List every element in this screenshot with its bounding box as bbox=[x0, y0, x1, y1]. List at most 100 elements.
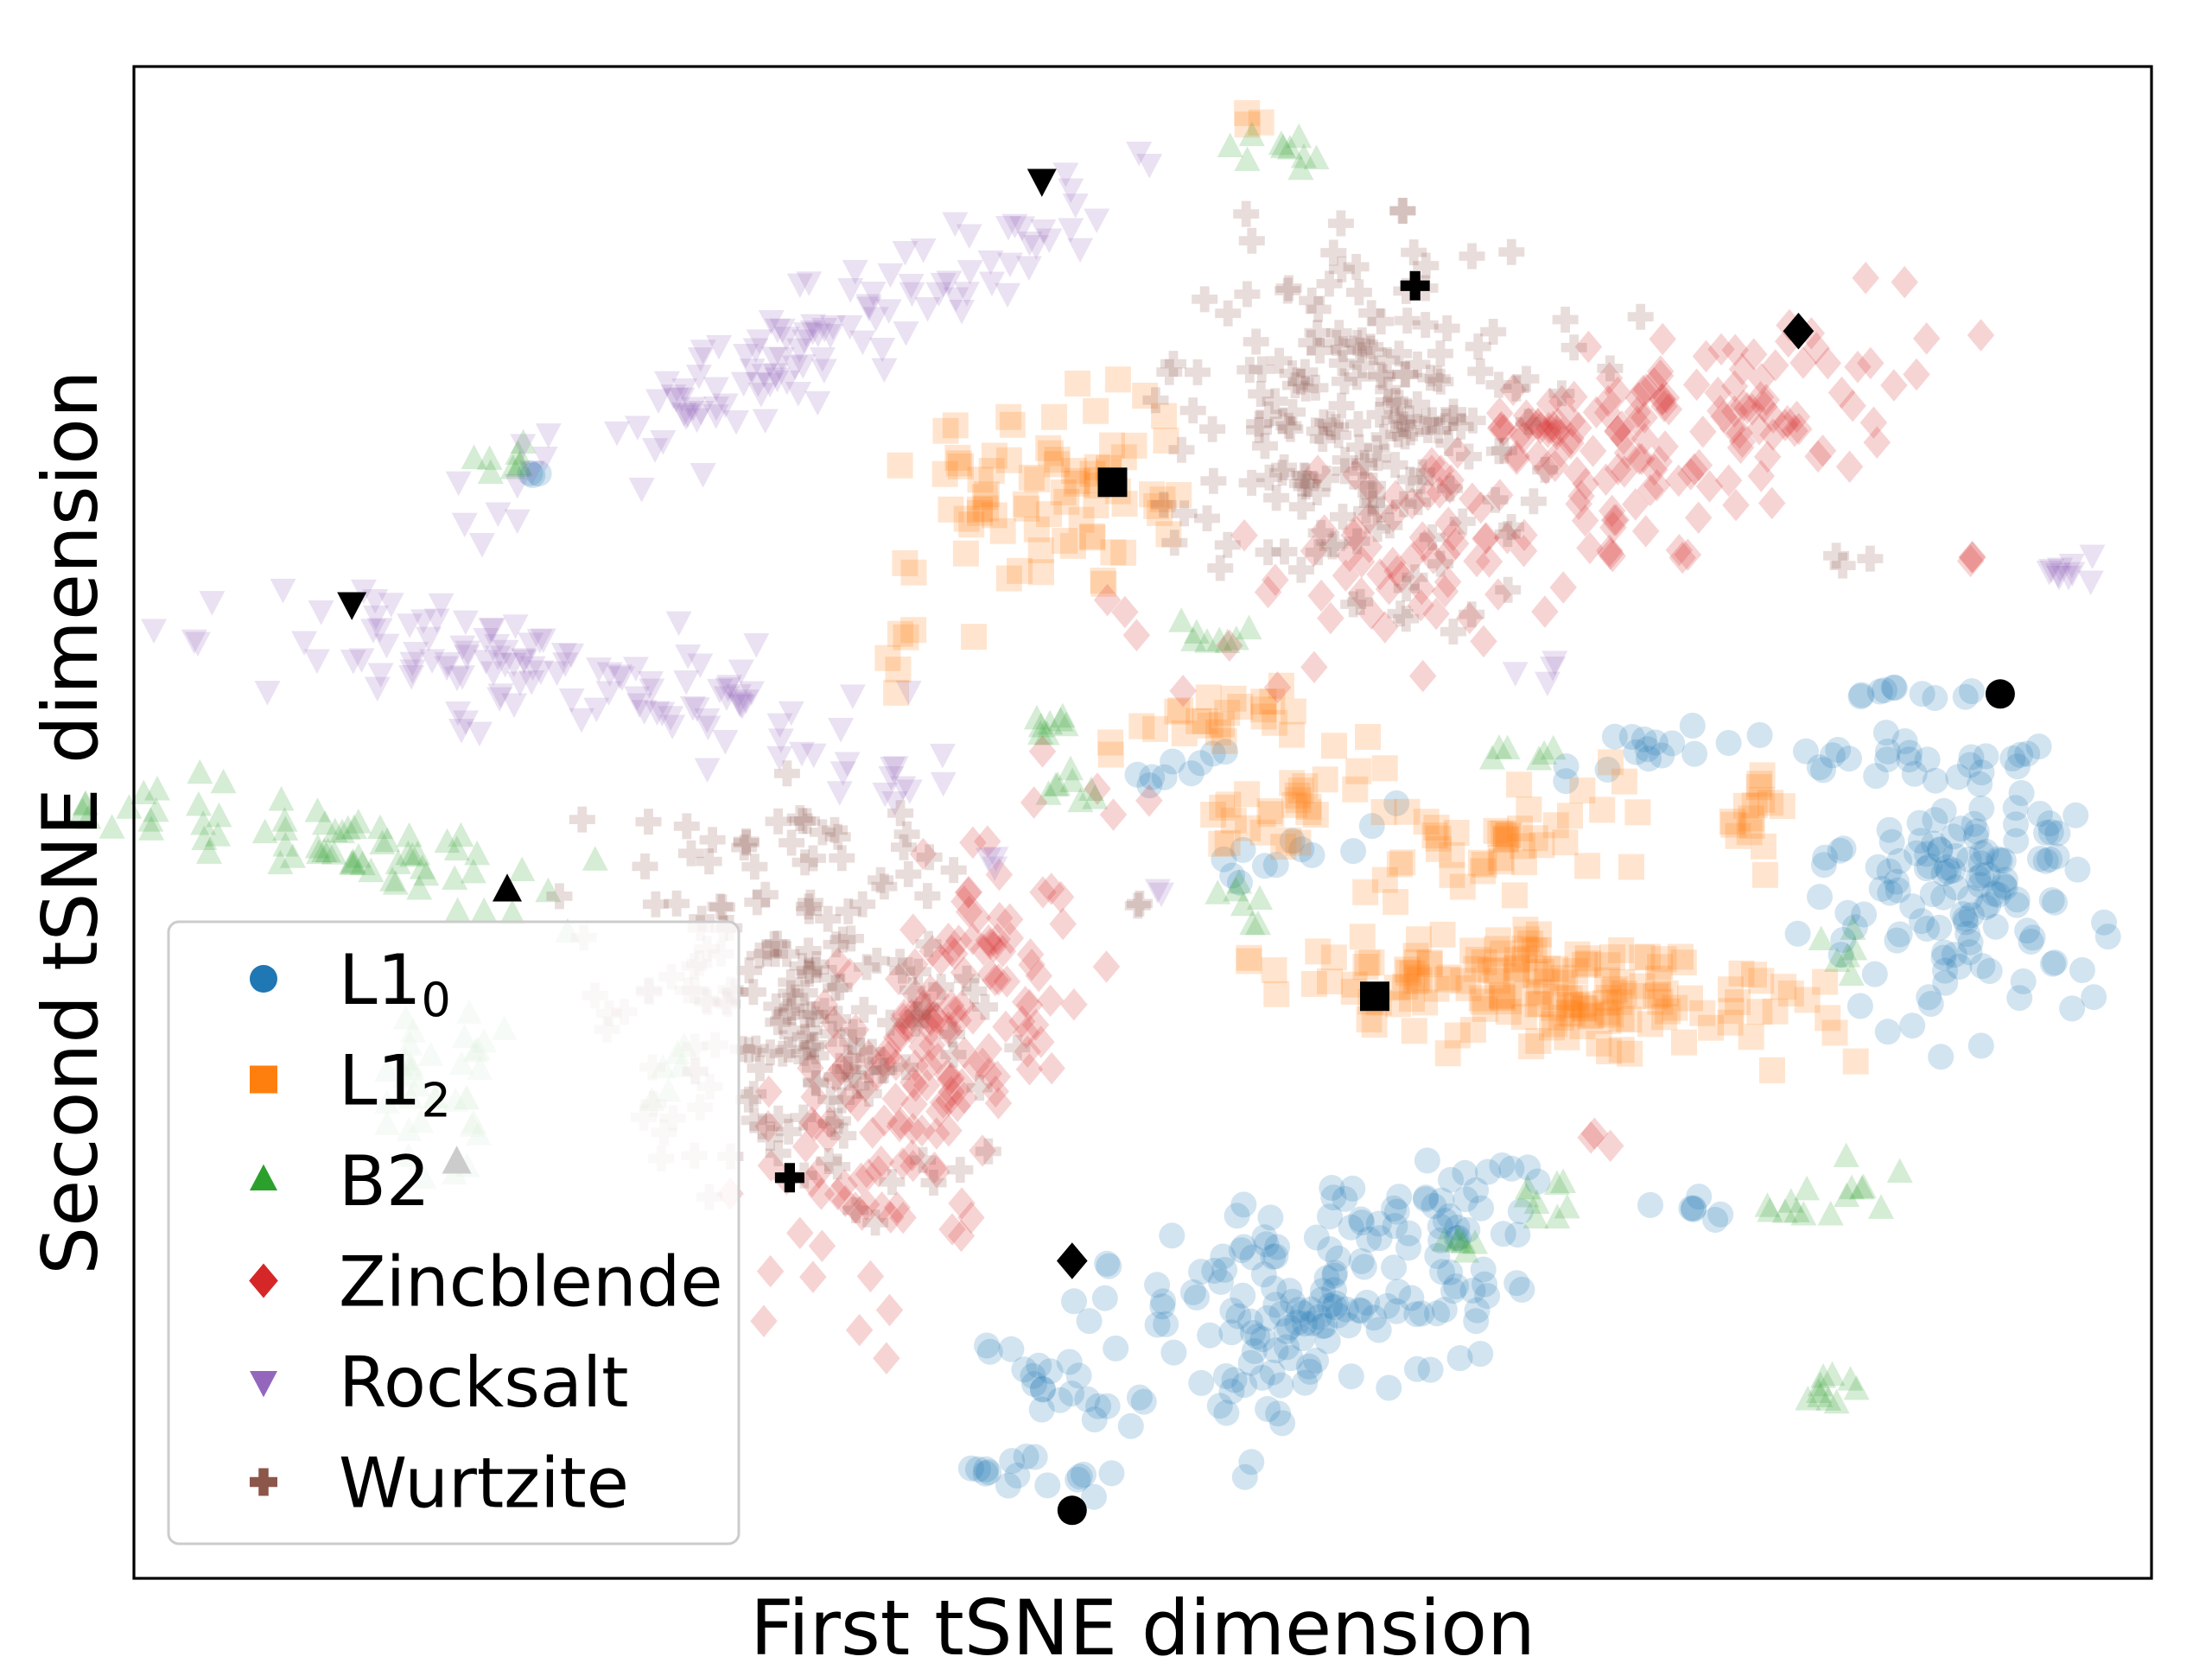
data-point bbox=[1443, 1225, 1470, 1252]
data-point bbox=[1082, 784, 1109, 809]
data-point bbox=[723, 409, 749, 435]
data-point bbox=[702, 377, 729, 403]
data-point bbox=[1159, 1222, 1185, 1249]
data-point bbox=[883, 679, 910, 706]
data-point bbox=[2002, 795, 2029, 822]
data-point bbox=[1608, 1037, 1635, 1063]
data-point bbox=[1427, 454, 1455, 487]
data-point bbox=[1280, 698, 1306, 725]
data-point bbox=[1503, 947, 1530, 974]
data-point bbox=[1103, 1335, 1129, 1362]
data-point bbox=[1560, 334, 1587, 361]
data-point bbox=[350, 579, 377, 605]
data-point bbox=[823, 931, 849, 958]
data-point bbox=[144, 775, 170, 801]
data-point bbox=[1874, 738, 1901, 765]
data-point bbox=[1161, 530, 1188, 556]
data-point bbox=[1144, 1311, 1171, 1338]
data-point bbox=[1038, 440, 1064, 467]
data-point bbox=[690, 463, 716, 488]
data-point bbox=[778, 701, 804, 727]
data-point bbox=[1316, 270, 1343, 297]
data-point bbox=[1403, 1301, 1430, 1328]
data-point bbox=[1135, 784, 1163, 817]
data-point bbox=[1676, 458, 1705, 491]
data-point bbox=[871, 873, 898, 900]
data-point bbox=[742, 1035, 769, 1062]
data-point bbox=[1523, 1189, 1550, 1215]
data-point bbox=[1542, 984, 1569, 1011]
data-point bbox=[345, 809, 372, 834]
data-point bbox=[1340, 838, 1367, 865]
data-point bbox=[1507, 1198, 1534, 1225]
data-point bbox=[406, 874, 433, 900]
data-point bbox=[1386, 390, 1413, 416]
data-point bbox=[1218, 1319, 1245, 1346]
data-point bbox=[1328, 256, 1355, 282]
data-point bbox=[899, 282, 925, 308]
data-point bbox=[1597, 537, 1624, 570]
data-point bbox=[765, 1105, 791, 1132]
data-point bbox=[658, 706, 684, 731]
data-point bbox=[952, 540, 979, 567]
data-point bbox=[928, 974, 955, 1000]
data-point bbox=[962, 1050, 989, 1082]
data-point bbox=[1509, 833, 1535, 860]
data-point bbox=[1769, 793, 1796, 820]
data-point bbox=[1847, 993, 1873, 1019]
data-point bbox=[1553, 768, 1580, 795]
data-point bbox=[671, 378, 698, 403]
data-point bbox=[1219, 862, 1246, 889]
data-point bbox=[1434, 506, 1462, 539]
data-point bbox=[799, 1260, 827, 1293]
data-point bbox=[1013, 1444, 1039, 1469]
data-point bbox=[1325, 320, 1352, 346]
data-point bbox=[586, 657, 613, 682]
data-point bbox=[1838, 961, 1865, 986]
data-point bbox=[1335, 1312, 1362, 1339]
data-point bbox=[1305, 539, 1332, 566]
legend-label: Rocksalt bbox=[339, 1342, 629, 1423]
data-point bbox=[889, 1002, 918, 1036]
data-point bbox=[1479, 745, 1505, 770]
data-point bbox=[1471, 851, 1497, 878]
data-point bbox=[1557, 422, 1585, 455]
data-point bbox=[1027, 712, 1054, 738]
data-point bbox=[1124, 761, 1151, 788]
data-point bbox=[800, 314, 827, 340]
data-point bbox=[1522, 1203, 1549, 1229]
data-point bbox=[1496, 988, 1522, 1015]
data-point bbox=[820, 1006, 848, 1039]
data-point bbox=[1494, 822, 1521, 849]
data-point bbox=[1144, 1272, 1171, 1298]
data-point bbox=[1945, 764, 1972, 790]
data-point bbox=[1571, 504, 1599, 537]
data-point bbox=[1485, 397, 1514, 429]
data-point bbox=[1030, 219, 1057, 244]
data-point bbox=[944, 444, 971, 471]
data-point bbox=[1370, 364, 1396, 390]
data-point bbox=[1629, 973, 1656, 1000]
data-point bbox=[942, 412, 969, 439]
data-point bbox=[1572, 467, 1599, 500]
data-point bbox=[1550, 1168, 1577, 1194]
data-point bbox=[1692, 340, 1720, 373]
data-point bbox=[789, 953, 816, 980]
data-point bbox=[941, 937, 969, 970]
data-point bbox=[1728, 425, 1757, 459]
data-point bbox=[1371, 866, 1398, 893]
data-point bbox=[251, 818, 278, 844]
data-point bbox=[1652, 381, 1681, 415]
data-point bbox=[73, 790, 99, 815]
data-point bbox=[887, 1019, 914, 1053]
data-point bbox=[1245, 910, 1271, 936]
data-point bbox=[1574, 853, 1601, 879]
data-point bbox=[1407, 588, 1435, 622]
data-point bbox=[1328, 392, 1355, 419]
data-point bbox=[1345, 410, 1371, 437]
data-point bbox=[1720, 811, 1747, 838]
data-point bbox=[797, 1017, 823, 1044]
data-point bbox=[1361, 1012, 1388, 1038]
data-point bbox=[885, 657, 912, 682]
data-point bbox=[1930, 860, 1957, 886]
